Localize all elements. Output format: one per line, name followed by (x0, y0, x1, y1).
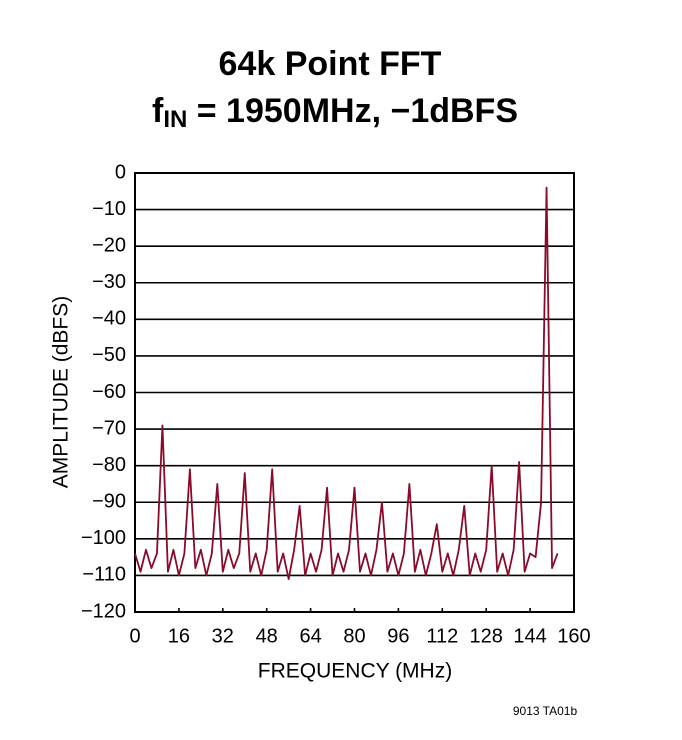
subtitle-subscript: IN (163, 106, 187, 133)
y-tick-label: −60 (92, 381, 126, 403)
plot-frame (134, 172, 575, 613)
x-tick-label: 160 (557, 625, 590, 647)
y-axis-label: AMPLITUDE (dBFS) (50, 296, 73, 489)
y-tick-label: −50 (92, 344, 126, 366)
subtitle-part: = 1950MHz, −1dBFS (187, 92, 518, 130)
subtitle-part: f (152, 92, 164, 130)
x-tick-label: 16 (168, 625, 190, 647)
y-tick-label: 0 (115, 161, 126, 183)
y-tick-label: −110 (82, 564, 126, 586)
x-tick-label: 48 (256, 625, 278, 647)
footnote: 9013 TA01b (513, 704, 578, 718)
chart-title: 64k Point FFT (219, 45, 442, 83)
y-tick-label: −120 (81, 600, 126, 622)
spectrum-line (134, 186, 559, 580)
x-tick-label: 32 (212, 625, 234, 647)
x-axis-label: FREQUENCY (MHz) (258, 660, 452, 683)
x-tick-label: 0 (129, 625, 140, 647)
y-tick-label: −70 (92, 417, 126, 439)
x-tick-label: 64 (299, 625, 321, 647)
y-tick-label: −100 (81, 527, 126, 549)
y-tick-label: −10 (92, 198, 126, 220)
y-tick-label: −30 (92, 271, 126, 293)
x-tick-label: 128 (470, 625, 503, 647)
y-tick-label: −20 (92, 234, 126, 256)
x-tick-label: 96 (387, 625, 409, 647)
y-tick-label: −40 (92, 308, 126, 330)
x-tick-label: 80 (343, 625, 365, 647)
y-tick-label: −90 (92, 491, 126, 513)
chart-subtitle: fIN = 1950MHz, −1dBFS (152, 92, 518, 133)
x-tick-label: 144 (513, 625, 546, 647)
x-tick-label: 112 (426, 625, 458, 647)
y-tick-label: −80 (92, 454, 126, 476)
